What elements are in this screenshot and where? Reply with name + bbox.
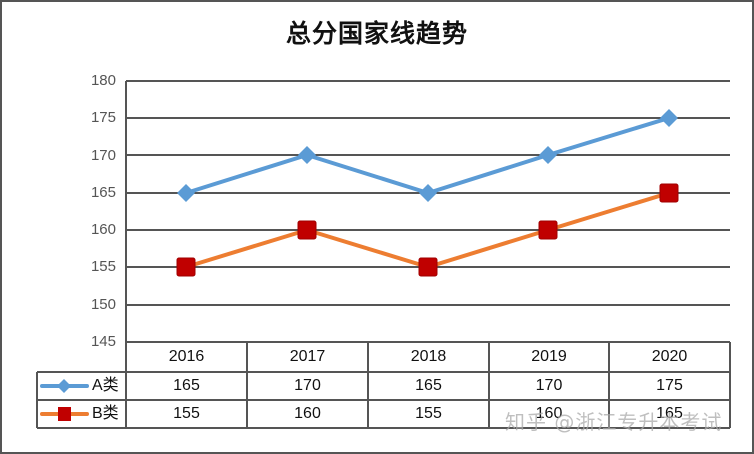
series-b-markers [176,183,679,277]
chart-title: 总分国家线趋势 [285,19,468,48]
table-cell-b-2019: 160 [535,405,563,422]
y-tick-175: 175 [90,109,116,126]
data-table-grid [36,342,731,429]
y-tick-155: 155 [90,258,116,275]
category-2020: 2020 [651,348,688,365]
table-cell-a-2019: 170 [535,377,563,394]
y-tick-170: 170 [90,147,116,164]
table-cell-a-2020: 175 [656,377,683,394]
category-2017: 2017 [289,348,326,365]
y-tick-145: 145 [90,333,116,350]
legend-label-b: B类 [92,405,119,422]
y-tick-180: 180 [90,72,116,89]
category-2016: 2016 [168,348,205,365]
table-cell-a-2018: 165 [415,377,442,394]
legend-label-a: A类 [92,377,119,394]
table-cell-b-2018: 155 [415,405,442,422]
category-2019: 2019 [531,348,567,365]
y-tick-150: 150 [90,296,116,313]
y-tick-160: 160 [90,221,116,238]
legend-key-b [40,407,89,421]
legend-key-a [40,379,89,393]
table-cell-b-2017: 160 [294,405,321,422]
table-cell-b-2020: 165 [656,405,683,422]
series-a-markers [177,109,678,202]
table-cell-b-2016: 155 [173,405,200,422]
watermark: 知乎 @浙江专升本考试 [505,410,723,434]
table-cell-a-2017: 170 [294,377,321,394]
gridlines [126,80,730,343]
y-tick-165: 165 [90,184,116,201]
table-cell-a-2016: 165 [173,377,200,394]
category-2018: 2018 [410,348,447,365]
